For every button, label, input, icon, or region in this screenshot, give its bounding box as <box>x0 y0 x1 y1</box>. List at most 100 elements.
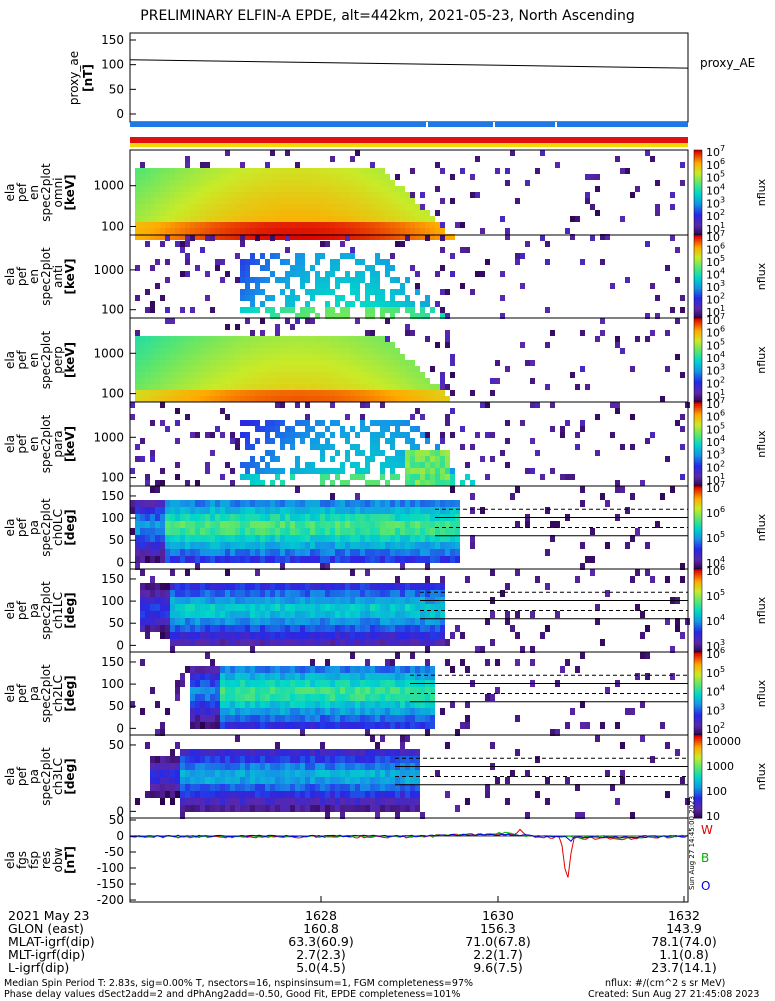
heatmap-cell <box>335 666 340 673</box>
heatmap-cell <box>275 611 280 618</box>
heatmap-cell <box>425 708 430 715</box>
heatmap-cell <box>175 639 180 646</box>
heatmap-cell <box>415 639 420 646</box>
heatmap-cell <box>350 590 355 597</box>
heatmap-cell <box>355 708 360 715</box>
heatmap-cell <box>515 632 520 639</box>
heatmap-cell <box>265 468 270 474</box>
heatmap-cell <box>435 549 440 556</box>
heatmap-cell <box>150 180 155 186</box>
heatmap-cell <box>360 222 365 228</box>
heatmap-cell <box>405 204 410 210</box>
heatmap-cell <box>385 770 390 777</box>
heatmap-cell <box>580 420 585 426</box>
heatmap-cell <box>365 549 370 556</box>
heatmap-cell <box>280 192 285 198</box>
heatmap-cell <box>190 222 195 228</box>
heatmap-cell <box>350 354 355 360</box>
heatmap-cell <box>375 535 380 542</box>
heatmap-cell <box>270 336 275 342</box>
heatmap-cell <box>290 210 295 216</box>
heatmap-cell <box>405 514 410 521</box>
heatmap-cell <box>430 396 435 402</box>
heatmap-cell <box>350 784 355 791</box>
heatmap-cell <box>370 342 375 348</box>
heatmap-cell <box>270 625 275 632</box>
heatmap-cell <box>260 798 265 805</box>
heatmap-cell <box>280 583 285 590</box>
heatmap-cell <box>210 763 215 770</box>
colorbar-tick-label: 107 <box>706 480 725 495</box>
heatmap-cell <box>265 625 270 632</box>
heatmap-cell <box>390 301 395 307</box>
heatmap-cell <box>325 366 330 372</box>
heatmap-cell <box>235 701 240 708</box>
heatmap-cell <box>410 597 415 604</box>
heatmap-cell <box>445 414 450 420</box>
heatmap-cell <box>380 639 385 646</box>
heatmap-cell <box>420 528 425 535</box>
heatmap-cell <box>435 301 440 307</box>
heatmap-cell <box>315 174 320 180</box>
heatmap-cell <box>320 521 325 528</box>
heatmap-cell <box>365 330 370 336</box>
heatmap-cell <box>235 210 240 216</box>
heatmap-cell <box>300 277 305 283</box>
heatmap-cell <box>340 749 345 756</box>
heatmap-cell <box>385 583 390 590</box>
heatmap-cell <box>495 777 500 784</box>
ytick-label: 100 <box>101 511 124 525</box>
heatmap-cell <box>340 805 345 812</box>
heatmap-cell <box>345 271 350 277</box>
heatmap-cell <box>445 474 450 480</box>
heatmap-cell <box>270 715 275 722</box>
heatmap-cell <box>390 673 395 680</box>
heatmap-cell <box>250 535 255 542</box>
heatmap-cell <box>355 722 360 729</box>
heatmap-cell <box>595 450 600 456</box>
heatmap-cell <box>320 549 325 556</box>
heatmap-cell <box>430 480 435 486</box>
heatmap-cell <box>390 307 395 313</box>
heatmap-cell <box>210 784 215 791</box>
heatmap-cell <box>380 632 385 639</box>
heatmap-cell <box>275 342 280 348</box>
heatmap-cell <box>415 673 420 680</box>
heatmap-cell <box>360 722 365 729</box>
heatmap-cell <box>225 604 230 611</box>
heatmap-cell <box>195 784 200 791</box>
heatmap-cell <box>480 507 485 514</box>
heatmap-cell <box>195 390 200 396</box>
heatmap-cell <box>305 180 310 186</box>
heatmap-cell <box>240 618 245 625</box>
heatmap-cell <box>250 372 255 378</box>
heatmap-cell <box>315 360 320 366</box>
heatmap-cell <box>340 295 345 301</box>
heatmap-cell <box>360 372 365 378</box>
heatmap-cell <box>365 535 370 542</box>
heatmap-cell <box>190 396 195 402</box>
heatmap-cell <box>280 694 285 701</box>
heatmap-cell <box>280 277 285 283</box>
heatmap-cell <box>205 777 210 784</box>
heatmap-cell <box>405 556 410 563</box>
heatmap-cell <box>155 507 160 514</box>
heatmap-cell <box>320 763 325 770</box>
heatmap-cell <box>630 576 635 583</box>
heatmap-cell <box>240 500 245 507</box>
heatmap-cell <box>505 798 510 805</box>
heatmap-cell <box>200 396 205 402</box>
heatmap-cell <box>150 228 155 234</box>
heatmap-cell <box>525 770 530 777</box>
ytick-label: 0 <box>116 721 124 735</box>
heatmap-cell <box>420 556 425 563</box>
heatmap-cell <box>635 569 640 576</box>
heatmap-cell <box>380 216 385 222</box>
heatmap-cell <box>510 493 515 500</box>
heatmap-cell <box>395 277 400 283</box>
heatmap-cell <box>340 360 345 366</box>
heatmap-cell <box>330 777 335 784</box>
heatmap-cell <box>245 604 250 611</box>
heatmap-cell <box>425 507 430 514</box>
heatmap-cell <box>500 295 505 301</box>
